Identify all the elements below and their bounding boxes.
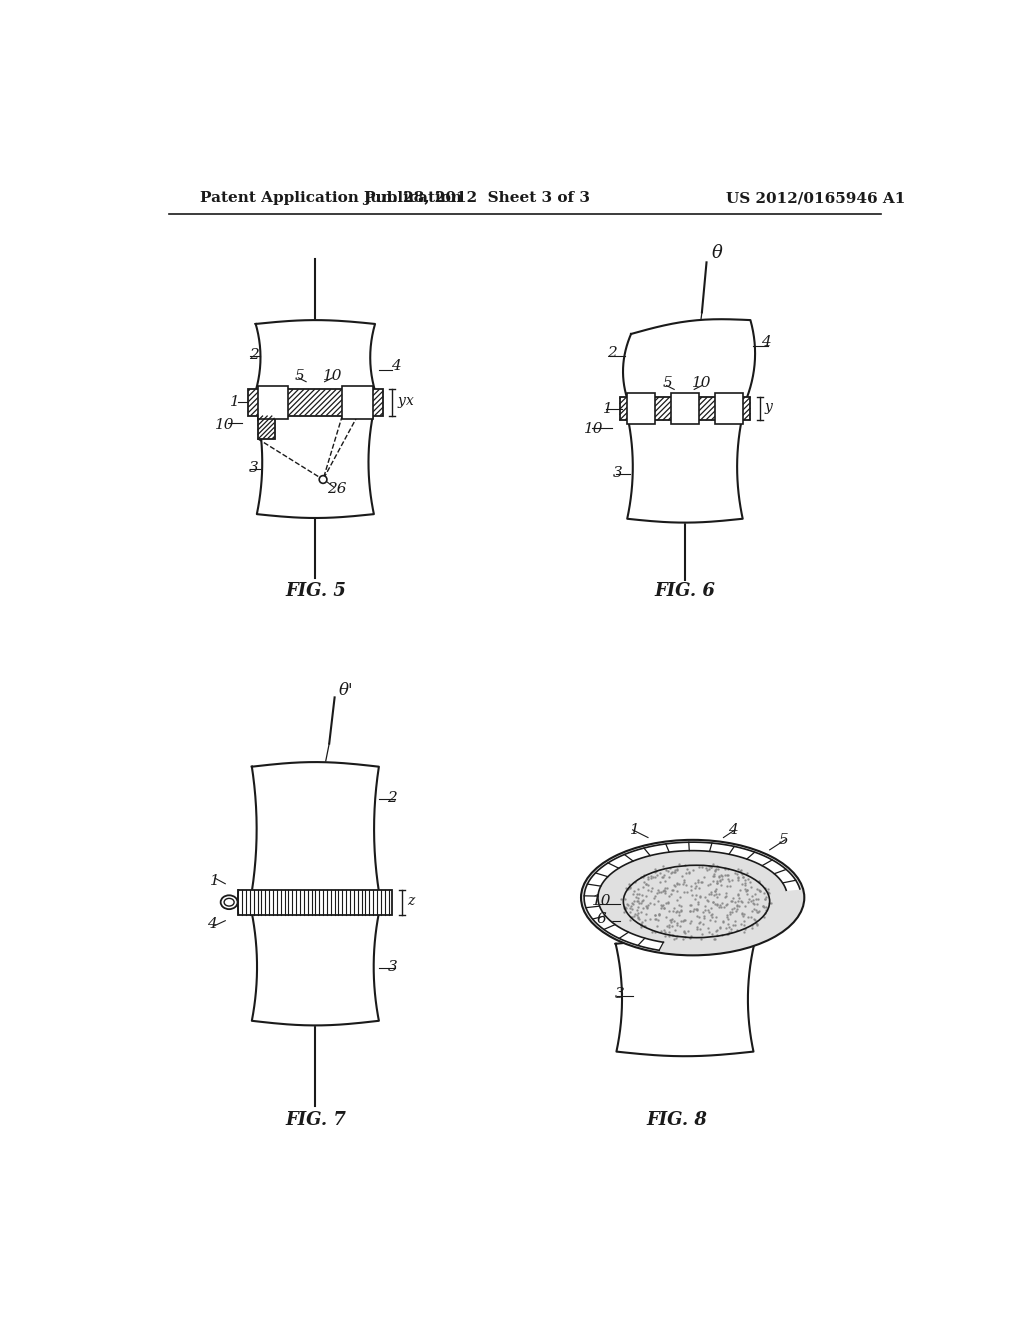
Bar [628,393,655,424]
Text: 10: 10 [592,895,611,908]
Text: 1: 1 [229,396,240,409]
Text: 3: 3 [387,960,397,974]
Text: FIG. 7: FIG. 7 [285,1110,346,1129]
Text: 4: 4 [207,917,217,931]
Polygon shape [623,319,755,403]
Text: 6: 6 [597,912,606,927]
Ellipse shape [581,840,804,956]
Text: Jun. 28, 2012  Sheet 3 of 3: Jun. 28, 2012 Sheet 3 of 3 [364,191,591,206]
Text: 4: 4 [391,359,401,374]
Bar [249,389,383,416]
Polygon shape [584,842,800,950]
Polygon shape [252,762,379,896]
Text: FIG. 5: FIG. 5 [285,582,346,599]
Text: 10: 10 [323,368,342,383]
Bar [239,890,392,915]
Text: z: z [408,894,415,908]
Text: 3: 3 [612,466,622,479]
Text: Patent Application Publication: Patent Application Publication [200,191,462,206]
Text: 4: 4 [728,822,737,837]
Text: 1: 1 [210,874,220,887]
Text: 10: 10 [215,418,234,432]
Text: 26: 26 [328,482,347,496]
Text: 1: 1 [630,822,640,837]
Bar [671,393,698,424]
Text: θ: θ [712,244,723,263]
Text: y: y [765,400,773,414]
Text: 5: 5 [664,376,673,391]
Text: 2: 2 [387,791,397,804]
Text: 2: 2 [607,346,616,360]
Polygon shape [628,414,742,523]
Text: x: x [407,393,414,408]
Text: US 2012/0165946 A1: US 2012/0165946 A1 [726,191,905,206]
Text: 3: 3 [249,461,259,475]
Ellipse shape [220,895,238,909]
Text: 3: 3 [614,987,625,1001]
Ellipse shape [224,899,234,906]
Text: 4: 4 [761,335,771,348]
Bar [342,385,373,420]
Text: 5: 5 [295,368,305,383]
Text: 10: 10 [585,422,604,437]
Text: 1: 1 [603,401,612,416]
Polygon shape [256,321,375,395]
Circle shape [319,475,327,483]
Polygon shape [252,908,379,1026]
Text: 2: 2 [249,347,259,362]
Polygon shape [615,940,755,1056]
Bar [715,393,742,424]
Text: y: y [397,393,406,408]
Text: 5: 5 [778,833,788,847]
Text: FIG. 8: FIG. 8 [647,1110,708,1129]
Bar [258,385,289,420]
Bar [258,416,274,438]
Text: 10: 10 [692,376,712,391]
Text: θ': θ' [339,682,353,700]
Text: FIG. 6: FIG. 6 [654,582,716,599]
Bar [620,397,751,420]
Polygon shape [257,411,374,517]
